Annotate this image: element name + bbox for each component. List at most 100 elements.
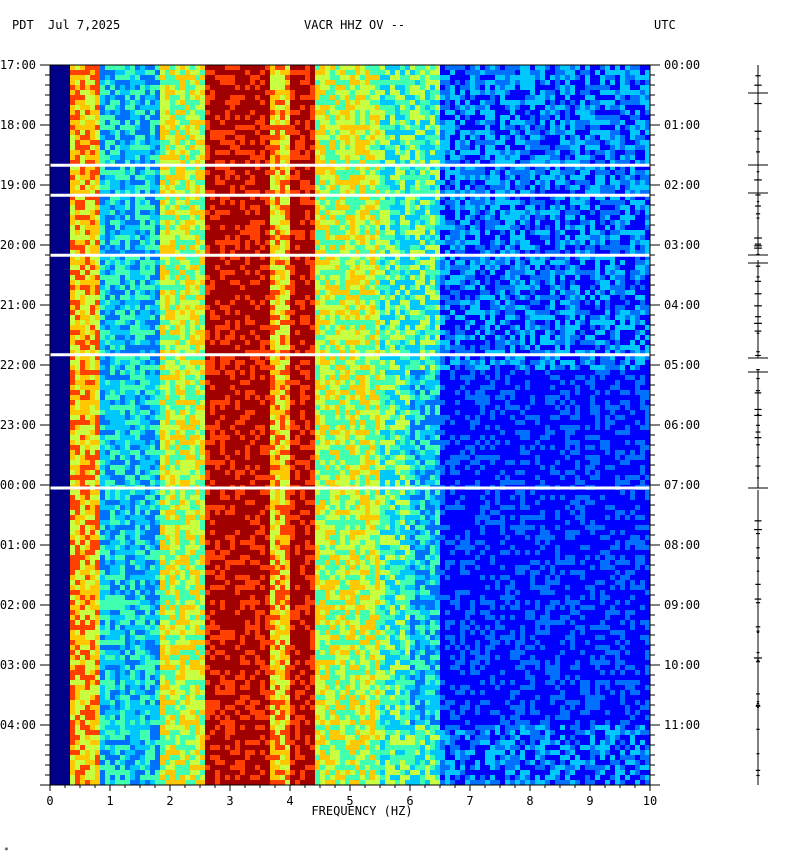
heatmap-cell bbox=[95, 175, 100, 180]
heatmap-cell bbox=[450, 150, 455, 155]
heatmap-cell bbox=[235, 85, 240, 90]
heatmap-cell bbox=[75, 105, 80, 110]
heatmap-cell bbox=[500, 95, 505, 100]
heatmap-cell bbox=[120, 210, 125, 215]
heatmap-cell bbox=[585, 70, 590, 75]
heatmap-cell bbox=[605, 140, 610, 145]
heatmap-cell bbox=[585, 135, 590, 140]
heatmap-cell bbox=[195, 130, 200, 135]
heatmap-cell bbox=[535, 205, 540, 210]
heatmap-cell bbox=[600, 125, 605, 130]
heatmap-cell bbox=[135, 120, 140, 125]
heatmap-cell bbox=[570, 140, 575, 145]
heatmap-cell bbox=[455, 245, 460, 250]
heatmap-cell bbox=[475, 265, 480, 270]
heatmap-cell bbox=[460, 100, 465, 105]
heatmap-cell bbox=[595, 95, 600, 100]
heatmap-cell bbox=[115, 80, 120, 85]
heatmap-cell bbox=[210, 100, 215, 105]
heatmap-cell bbox=[565, 265, 570, 270]
heatmap-cell bbox=[100, 80, 105, 85]
heatmap-cell bbox=[450, 105, 455, 110]
heatmap-cell bbox=[605, 110, 610, 115]
heatmap-cell bbox=[495, 85, 500, 90]
heatmap-cell bbox=[65, 210, 70, 215]
heatmap-cell bbox=[140, 75, 145, 80]
heatmap-cell bbox=[335, 175, 340, 180]
heatmap-cell bbox=[70, 75, 75, 80]
heatmap-cell bbox=[60, 140, 65, 145]
heatmap-cell bbox=[565, 110, 570, 115]
heatmap-cell bbox=[440, 65, 445, 70]
heatmap-cell bbox=[445, 170, 450, 175]
heatmap-cell bbox=[75, 135, 80, 140]
heatmap-cell bbox=[145, 270, 150, 275]
heatmap-cell bbox=[400, 270, 405, 275]
heatmap-cell bbox=[580, 125, 585, 130]
heatmap-cell bbox=[515, 65, 520, 70]
heatmap-cell bbox=[50, 95, 55, 100]
heatmap-cell bbox=[210, 220, 215, 225]
heatmap-cell bbox=[100, 95, 105, 100]
heatmap-cell bbox=[180, 135, 185, 140]
heatmap-cell bbox=[580, 265, 585, 270]
heatmap-cell bbox=[180, 130, 185, 135]
heatmap-cell bbox=[635, 65, 640, 70]
heatmap-cell bbox=[625, 210, 630, 215]
heatmap-cell bbox=[350, 180, 355, 185]
heatmap-cell bbox=[420, 95, 425, 100]
heatmap-cell bbox=[120, 110, 125, 115]
heatmap-cell bbox=[370, 175, 375, 180]
heatmap-cell bbox=[420, 125, 425, 130]
heatmap-cell bbox=[295, 115, 300, 120]
heatmap-cell bbox=[140, 210, 145, 215]
heatmap-cell bbox=[135, 265, 140, 270]
heatmap-cell bbox=[455, 95, 460, 100]
heatmap-cell bbox=[225, 95, 230, 100]
heatmap-cell bbox=[350, 230, 355, 235]
heatmap-cell bbox=[385, 125, 390, 130]
heatmap-cell bbox=[560, 110, 565, 115]
heatmap-cell bbox=[180, 230, 185, 235]
heatmap-cell bbox=[290, 65, 295, 70]
heatmap-cell bbox=[270, 235, 275, 240]
heatmap-cell bbox=[310, 235, 315, 240]
heatmap-cell bbox=[340, 80, 345, 85]
heatmap-cell bbox=[275, 100, 280, 105]
heatmap-cell bbox=[230, 70, 235, 75]
heatmap-cell bbox=[50, 65, 55, 70]
heatmap-cell bbox=[205, 130, 210, 135]
heatmap-cell bbox=[455, 260, 460, 265]
heatmap-cell bbox=[90, 150, 95, 155]
heatmap-cell bbox=[380, 200, 385, 205]
heatmap-cell bbox=[75, 240, 80, 245]
heatmap-cell bbox=[150, 175, 155, 180]
heatmap-cell bbox=[340, 175, 345, 180]
heatmap-cell bbox=[625, 240, 630, 245]
heatmap-cell bbox=[95, 265, 100, 270]
heatmap-cell bbox=[515, 135, 520, 140]
heatmap-cell bbox=[625, 205, 630, 210]
heatmap-cell bbox=[545, 220, 550, 225]
heatmap-cell bbox=[585, 240, 590, 245]
heatmap-cell bbox=[430, 65, 435, 70]
heatmap-cell bbox=[435, 175, 440, 180]
heatmap-cell bbox=[415, 130, 420, 135]
heatmap-cell bbox=[190, 170, 195, 175]
heatmap-cell bbox=[530, 240, 535, 245]
heatmap-cell bbox=[355, 100, 360, 105]
heatmap-cell bbox=[250, 175, 255, 180]
heatmap-cell bbox=[545, 200, 550, 205]
heatmap-cell bbox=[270, 200, 275, 205]
heatmap-cell bbox=[515, 260, 520, 265]
heatmap-cell bbox=[465, 70, 470, 75]
heatmap-cell bbox=[515, 120, 520, 125]
heatmap-cell bbox=[445, 145, 450, 150]
heatmap-cell bbox=[285, 180, 290, 185]
heatmap-cell bbox=[280, 115, 285, 120]
heatmap-cell bbox=[550, 65, 555, 70]
heatmap-cell bbox=[575, 130, 580, 135]
heatmap-cell bbox=[220, 145, 225, 150]
heatmap-cell bbox=[485, 235, 490, 240]
heatmap-cell bbox=[590, 200, 595, 205]
